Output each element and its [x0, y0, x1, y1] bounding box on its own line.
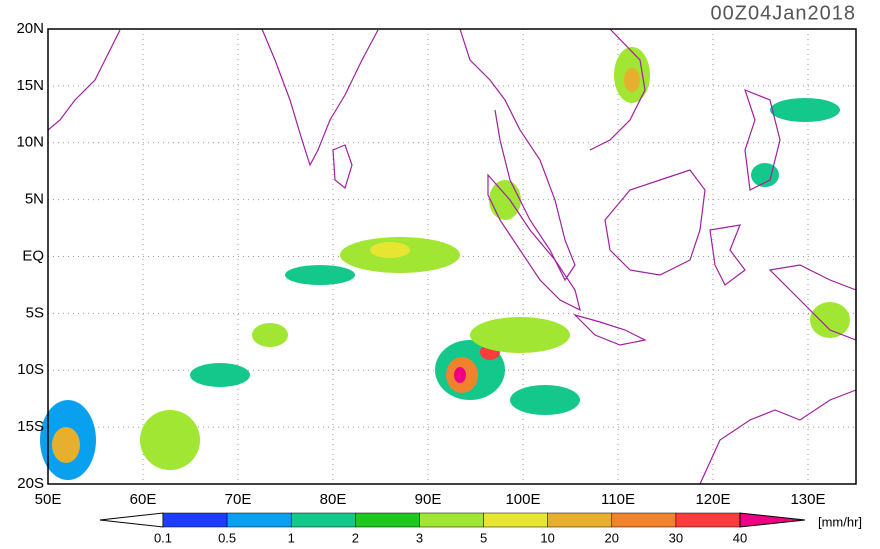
rain-area — [285, 265, 355, 285]
rain-area — [370, 242, 410, 258]
lat-label: 5N — [25, 191, 44, 208]
lat-label: EQ — [22, 247, 44, 264]
colorbar-segment — [675, 512, 741, 528]
colorbar-label: 30 — [669, 530, 683, 544]
lat-label: 20N — [16, 20, 44, 37]
map-frame — [47, 28, 857, 485]
coastline — [459, 28, 576, 282]
colorbar-over — [739, 512, 806, 528]
lon-label: 110E — [601, 491, 635, 508]
coastline — [332, 144, 353, 190]
lon-label: 90E — [415, 491, 442, 508]
colorbar-segment — [226, 512, 292, 528]
lon-label: 70E — [225, 491, 252, 508]
map-title: 00Z04Jan2018 — [711, 2, 856, 24]
colorbar-label: 20 — [605, 530, 619, 544]
rain-area — [624, 68, 640, 92]
rain-area — [489, 180, 521, 220]
coastline — [487, 173, 581, 312]
rain-area — [190, 363, 250, 387]
colorbar: 0.1 0.5 1 2 3 5 10 20 30 40 — [99, 512, 806, 545]
lat-label: 15S — [17, 418, 44, 435]
coastline — [709, 224, 746, 286]
lat-label: 10N — [16, 134, 44, 151]
colorbar-label: 1 — [288, 530, 295, 544]
coastline — [699, 389, 857, 485]
colorbar-label: 5 — [480, 530, 487, 544]
colorbar-label: 0.5 — [218, 530, 236, 544]
rain-area — [810, 302, 850, 338]
lon-label: 130E — [790, 491, 825, 508]
colorbar-label: 10 — [540, 530, 554, 544]
colorbar-segment — [547, 512, 613, 528]
colorbar-segment — [611, 512, 677, 528]
rain-area — [252, 323, 288, 347]
colorbar-label: 2 — [352, 530, 359, 544]
colorbar-segment — [355, 512, 420, 528]
lon-label: 60E — [130, 491, 157, 508]
coastline — [47, 29, 121, 131]
coastline — [604, 169, 706, 276]
rain-area — [770, 98, 840, 122]
colorbar-label: 0.1 — [154, 530, 172, 544]
coastline — [261, 28, 379, 167]
colorbar-segment — [483, 512, 548, 528]
lon-label: 80E — [320, 491, 347, 508]
coastline — [572, 313, 647, 346]
lat-label: 20S — [17, 475, 44, 492]
lon-label: 100E — [505, 491, 540, 508]
colorbar-segment — [419, 512, 484, 528]
rain-area — [454, 367, 466, 383]
rain-area — [510, 385, 580, 415]
colorbar-unit: [mm/hr] — [818, 514, 862, 529]
lat-label: 5S — [26, 304, 44, 321]
colorbar-segment — [162, 512, 228, 528]
coastline — [744, 88, 781, 191]
rain-area — [140, 410, 200, 470]
lon-label: 50E — [35, 491, 62, 508]
rain-area — [751, 163, 779, 187]
colorbar-under — [99, 512, 164, 528]
coastline — [589, 28, 646, 151]
lat-label: 15N — [16, 77, 44, 94]
lat-label: 10S — [17, 361, 44, 378]
lon-label: 120E — [695, 491, 730, 508]
rain-area — [52, 427, 80, 463]
colorbar-segment — [290, 512, 356, 528]
colorbar-label: 3 — [416, 530, 423, 544]
rain-area — [470, 317, 570, 353]
colorbar-label: 40 — [733, 530, 747, 544]
rainfall — [40, 47, 850, 480]
